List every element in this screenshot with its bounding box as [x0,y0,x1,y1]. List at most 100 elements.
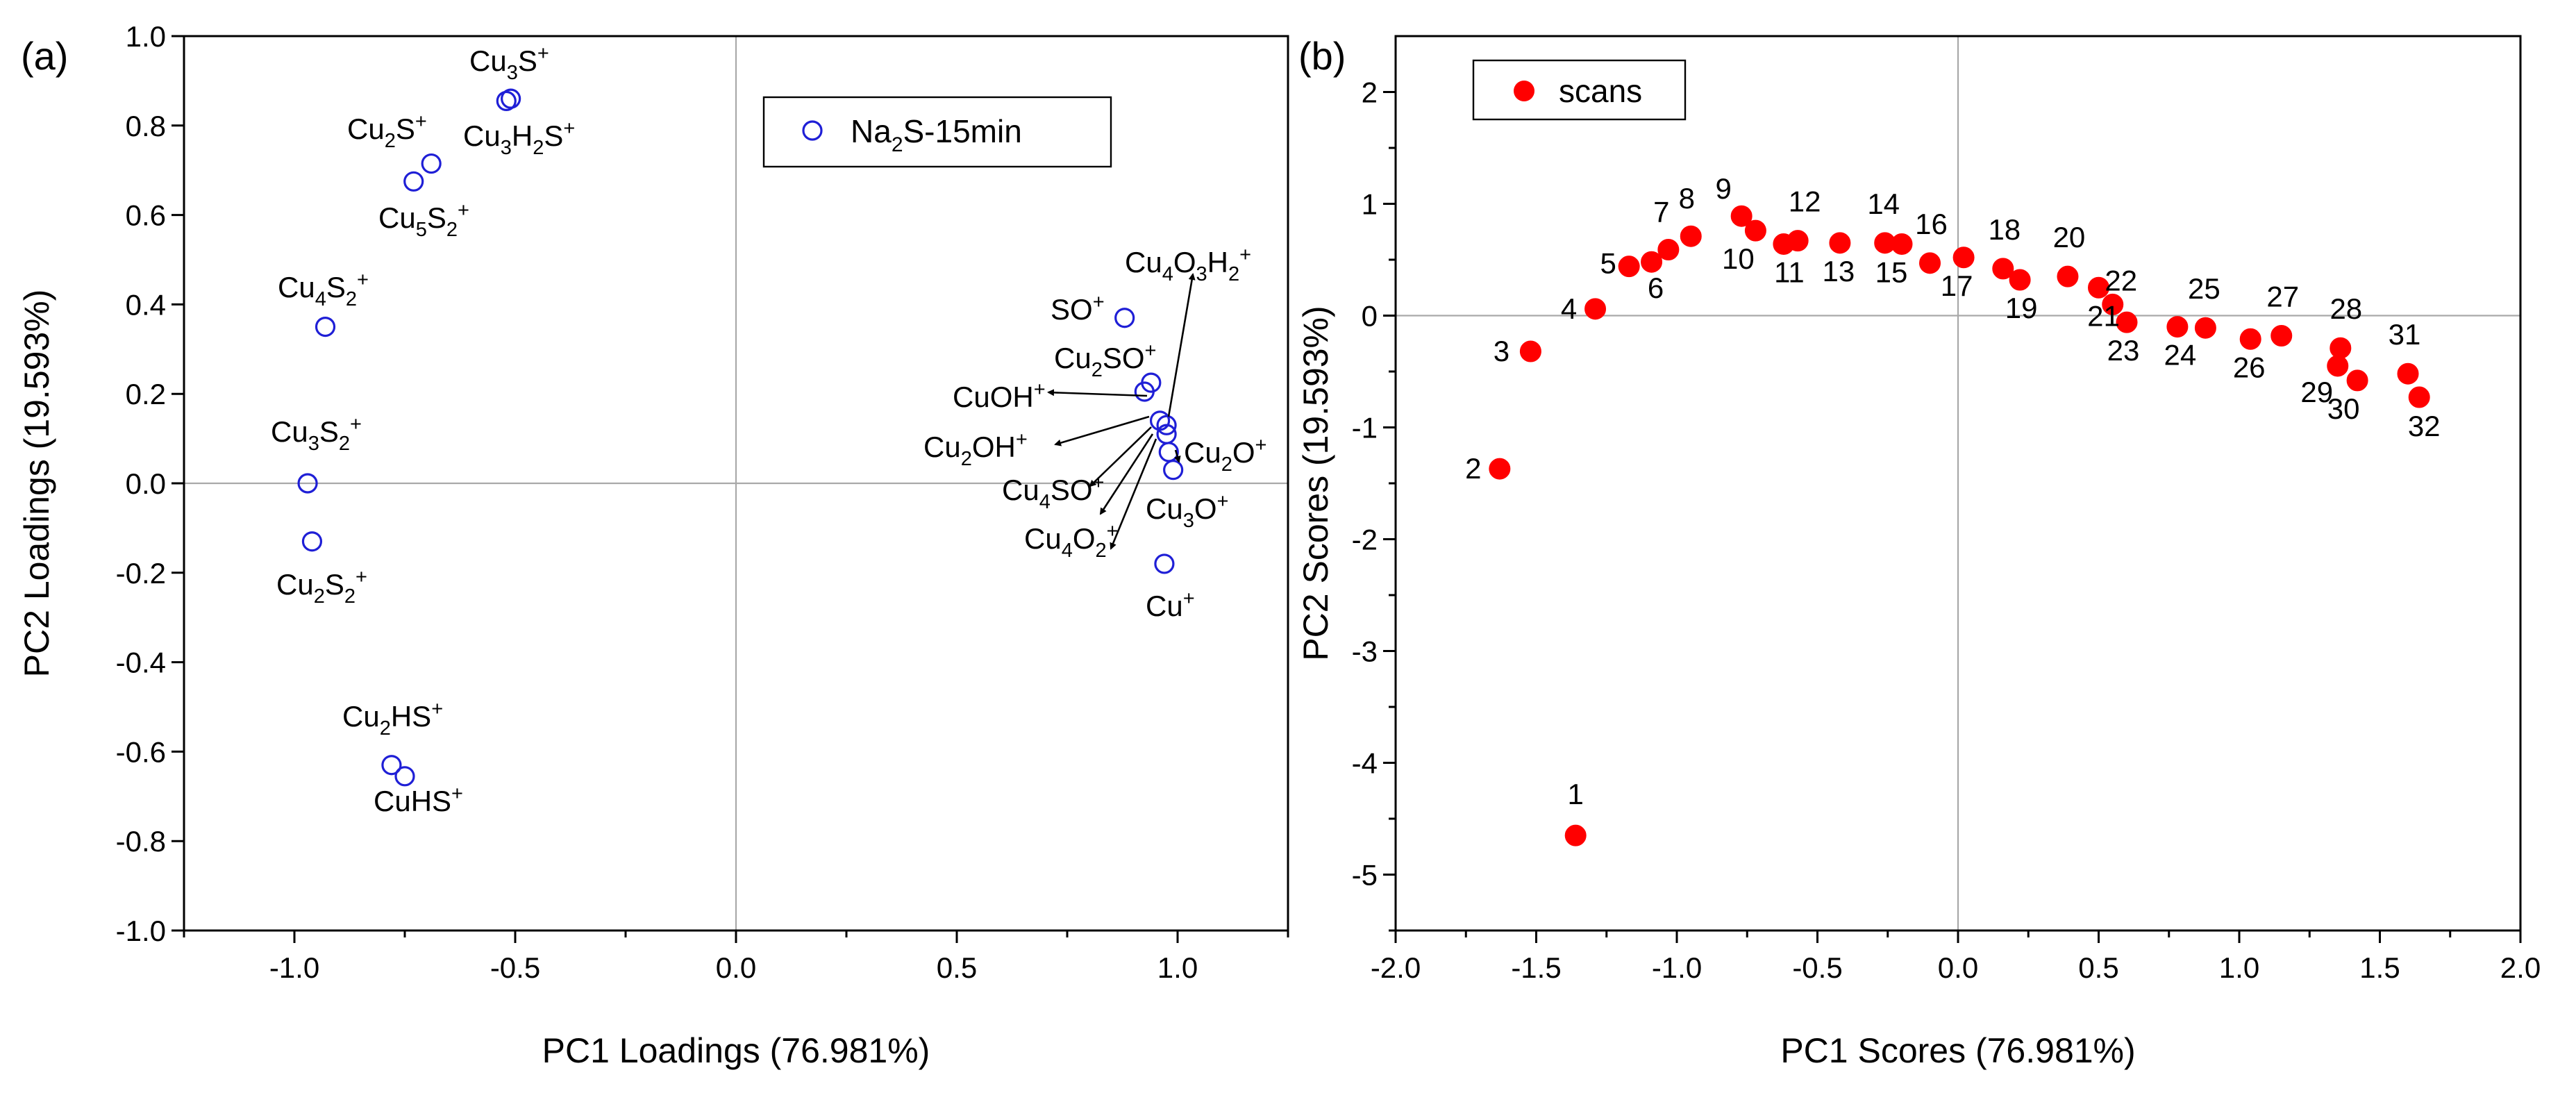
legend-box [1472,59,1687,121]
annotation-cu4s2: Cu4S2+ [278,269,369,310]
point-number-label: 28 [2330,292,2362,325]
annotation-part: + [431,698,443,720]
annotation-part: H [512,119,533,152]
annotation-part: S [544,119,563,152]
annotation-part: + [415,110,427,133]
loading-point [1154,553,1175,574]
y-tick-label: 0.2 [126,378,166,410]
score-point [2330,337,2352,359]
annotation-part: O [1194,492,1217,525]
point-number-label: 19 [2005,292,2038,324]
x-tick-label: -0.5 [1792,951,1842,984]
annotation-part: + [1239,244,1251,266]
y-tick-label: -1.0 [116,915,166,947]
score-point [2009,269,2031,291]
point-number-label: 9 [1715,172,1731,205]
y-tick-label: -0.2 [116,557,166,590]
x-tick-label: 0.0 [716,951,756,984]
annotation-part: 4 [1062,540,1073,562]
loading-point [381,755,402,776]
loading-point [1158,442,1179,462]
annotation-part: Cu [378,201,416,234]
annotation-cu2o: Cu2O+ [1184,434,1266,476]
loading-point [1156,415,1177,435]
annotation-cuoh: CuOH+ [953,378,1046,413]
annotation-cu2s2: Cu2S2+ [276,566,367,608]
annotation-part: S [326,271,346,303]
point-number-label: 13 [1823,255,1855,287]
point-number-label: 18 [1988,213,2021,246]
annotation-part: Cu [271,415,308,448]
annotation-part: Cu [1024,522,1062,555]
annotation-part: + [451,783,463,805]
x-tick-label: 0.5 [2078,951,2118,984]
score-point [2102,293,2124,315]
point-number-label: 6 [1648,272,1664,304]
score-point [1584,298,1607,320]
score-point [2346,369,2368,392]
loading-point [315,317,336,337]
y-tick-label: 0.0 [126,467,166,500]
annotation-part: O [1173,246,1196,278]
annotation-part: 2 [339,433,350,455]
annotation-part: 3 [1196,263,1207,285]
point-number-label: 24 [2164,339,2197,372]
point-number-label: 5 [1600,247,1616,280]
annotation-part: + [357,269,369,291]
point-number-label: 12 [1789,185,1821,218]
score-point [2088,276,2109,299]
annotation-part: + [1034,378,1046,401]
panel-label: (b) [1298,34,1346,78]
y-tick-label: -1 [1352,412,1378,444]
annotation-part: 2 [1228,263,1239,285]
point-number-label: 2 [1465,452,1481,485]
x-tick-label: 1.0 [2219,951,2259,984]
point-number-label: 3 [1494,335,1509,367]
loading-point [297,473,318,494]
legend-label-part: Na [851,113,892,149]
annotation-part: S [319,415,339,448]
panel-label: (a) [21,34,68,78]
legend-label: scans [1559,73,1642,109]
y-axis-title: PC2 Scores (19.593%) [1296,306,1335,660]
score-point [1744,219,1766,242]
annotation-part: S [396,112,415,145]
annotation-part: + [1016,428,1028,451]
annotation-so: SO+ [1051,291,1105,326]
x-tick-label: -1.0 [1652,951,1702,984]
score-point [1641,251,1663,273]
annotation-arrow [1089,426,1152,487]
annotation-part: Cu [1125,246,1162,278]
annotation-arrow [1054,415,1150,447]
x-tick-label: -2.0 [1371,951,1421,984]
annotation-arrow [1110,438,1157,550]
annotation-part: 2 [446,219,458,241]
annotation-cu3h2s: Cu3H2S+ [463,117,575,159]
point-number-label: 23 [2107,334,2140,367]
annotation-part: CuOH [953,381,1034,413]
loading-point [403,171,424,192]
legend-label-part: S-15min [903,113,1022,149]
annotation-cuhs: CuHS+ [374,783,463,817]
y-tick-label: -0.8 [116,825,166,858]
annotation-part: + [563,117,575,140]
annotation-part: Cu [347,112,385,145]
score-point [1564,824,1587,846]
annotation-part: 2 [314,585,325,608]
loading-point [301,531,323,552]
annotation-cu3s2: Cu3S2+ [271,413,362,455]
y-tick-label: -2 [1352,524,1378,556]
score-point [1519,340,1541,362]
annotation-part: Cu [469,44,507,77]
annotation-cu2so: Cu2SO+ [1054,340,1156,381]
x-axis-title: PC1 Scores (76.981%) [1780,1031,2135,1070]
annotation-part: 2 [380,717,391,740]
annotation-part: 2 [385,130,396,152]
score-point [1787,230,1809,252]
point-number-label: 8 [1679,182,1695,215]
annotation-arrow [1047,389,1148,397]
annotation-part: 3 [308,433,319,455]
point-number-label: 25 [2188,272,2220,305]
annotation-part: 2 [346,288,357,310]
score-point [1489,458,1511,480]
